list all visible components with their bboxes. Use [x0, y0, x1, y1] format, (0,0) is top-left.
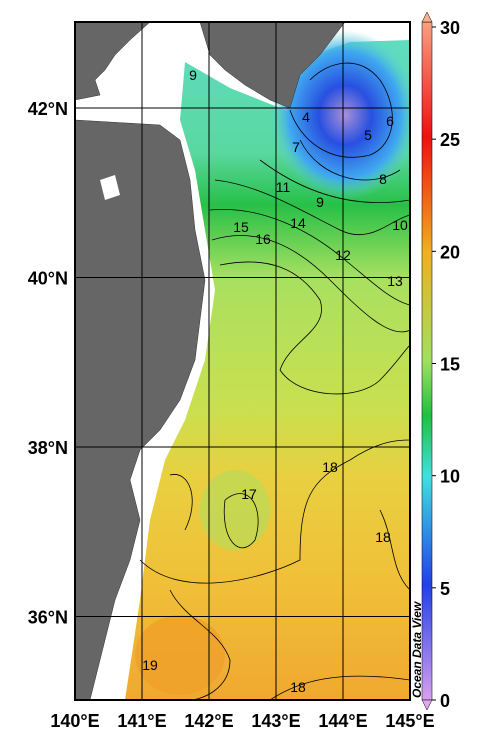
- longitude-label: 142°E: [184, 711, 233, 731]
- contour-label: 19: [142, 657, 158, 673]
- longitude-label: 145°E: [385, 711, 434, 731]
- colorbar-label: 10: [440, 467, 460, 487]
- contour-label: 7: [292, 139, 300, 155]
- contour-label: 10: [392, 217, 408, 233]
- contour-label: 16: [255, 231, 271, 247]
- frame: [74, 21, 411, 701]
- contour-label: 12: [335, 247, 351, 263]
- colorbar: [421, 21, 433, 701]
- contour-label: 5: [364, 127, 372, 143]
- contour: [139, 439, 410, 584]
- land: [75, 119, 206, 700]
- contour-label: 4: [302, 109, 310, 125]
- contour: [289, 62, 393, 158]
- colorbar-bottom-arrow: [421, 699, 433, 711]
- contour: [209, 208, 410, 306]
- contour-label: 15: [233, 219, 249, 235]
- sea-field: [125, 40, 410, 700]
- contour: [214, 179, 410, 236]
- longitude-label: 143°E: [251, 711, 300, 731]
- colorbar-label: 20: [440, 242, 460, 262]
- map-area: [75, 22, 410, 700]
- contour-label: 8: [379, 171, 387, 187]
- warm-patch: [200, 470, 270, 550]
- land: [75, 22, 151, 101]
- watermark: Ocean Data View: [410, 601, 424, 698]
- colorbar-label: 15: [440, 355, 460, 375]
- land: [100, 175, 120, 200]
- colorbar-label: 5: [440, 579, 450, 599]
- longitude-label: 141°E: [117, 711, 166, 731]
- warm-core: [135, 615, 225, 695]
- latitude-label: 42°N: [28, 99, 68, 119]
- contour: [259, 159, 410, 203]
- contour-label: 17: [241, 486, 257, 502]
- contour: [169, 474, 259, 549]
- cold-water: [270, 30, 410, 200]
- contour-label: 14: [290, 215, 306, 231]
- contour: [169, 589, 231, 700]
- latitude-label: 38°N: [28, 438, 68, 458]
- colorbar-label: 25: [440, 130, 460, 150]
- contour-label: 6: [386, 113, 394, 129]
- colorbar-label: 0: [440, 691, 450, 711]
- land: [199, 22, 346, 109]
- contour-label: 11: [276, 179, 291, 195]
- contour: [219, 261, 410, 395]
- contour: [379, 509, 410, 591]
- colorbar-top-arrow: [421, 11, 433, 23]
- contour-label: 18: [375, 529, 391, 545]
- contour: [269, 675, 410, 700]
- latitude-label: 40°N: [28, 269, 68, 289]
- contour: [299, 139, 401, 181]
- contour: [211, 235, 410, 333]
- contour-label: 13: [387, 273, 403, 289]
- contour-label: 18: [322, 459, 338, 475]
- longitude-label: 140°E: [50, 711, 99, 731]
- contour-label: 9: [316, 194, 324, 210]
- colorbar-label: 30: [440, 18, 460, 38]
- latitude-label: 36°N: [28, 608, 68, 628]
- longitude-label: 144°E: [318, 711, 367, 731]
- contour-label: 18: [290, 679, 306, 695]
- contour-label: 9: [189, 67, 197, 83]
